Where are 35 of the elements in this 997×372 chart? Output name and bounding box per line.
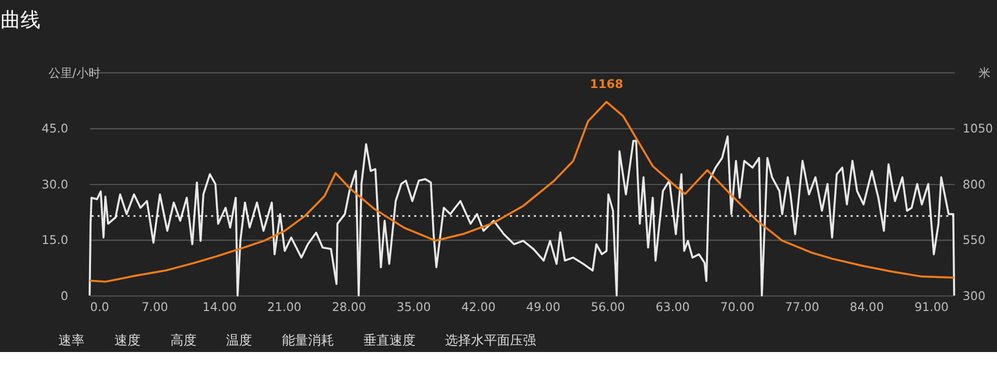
x-tick-label: 49.00 — [526, 300, 560, 314]
text: 温度 — [226, 332, 252, 348]
x-tick-label: 35.00 — [396, 300, 431, 314]
x-tick-label: 28.00 — [332, 300, 366, 314]
y2-tick-label: 550 — [962, 233, 986, 248]
y-axis-title: 公里/小时 — [48, 66, 100, 80]
y-tick-label: 0 — [60, 289, 68, 303]
y2-tick-label: 800 — [962, 177, 986, 192]
text: 垂直速度 — [363, 332, 416, 348]
x-tick-label: 21.00 — [267, 300, 302, 314]
text: 高度 — [170, 332, 196, 348]
x-tick-label: 70.00 — [720, 300, 754, 314]
line-series — [88, 135, 956, 297]
y2-axis-title: 米 — [978, 66, 991, 80]
x-tick-label: 91.00 — [914, 300, 949, 314]
line-series — [88, 100, 956, 283]
y-tick-label: 15.0 — [42, 233, 68, 248]
x-tick-label: 7.00 — [142, 300, 168, 314]
x-tick-label: 84.00 — [850, 300, 884, 314]
x-tick-label: 56.00 — [590, 300, 626, 314]
x-tick-label: 77.00 — [785, 300, 820, 314]
text: 速率 — [58, 332, 85, 348]
y-tick-label: 30.0 — [42, 177, 68, 192]
x-tick-label: 63.00 — [656, 300, 690, 314]
x-tick-label: 0.0 — [90, 300, 110, 314]
text: 能量消耗 — [282, 333, 334, 348]
chart-title: 曲线 — [0, 8, 40, 32]
y-tick-label: 45.0 — [42, 122, 68, 136]
text: 速度 — [114, 332, 140, 348]
annotation: 1168 — [590, 76, 624, 91]
text: 选择水平面压强 — [445, 333, 536, 348]
y2-tick-label: 1050 — [962, 122, 994, 136]
x-tick-label: 42.00 — [461, 300, 496, 314]
x-tick-label: 14.00 — [202, 300, 237, 314]
y2-tick-label: 300 — [962, 289, 986, 303]
